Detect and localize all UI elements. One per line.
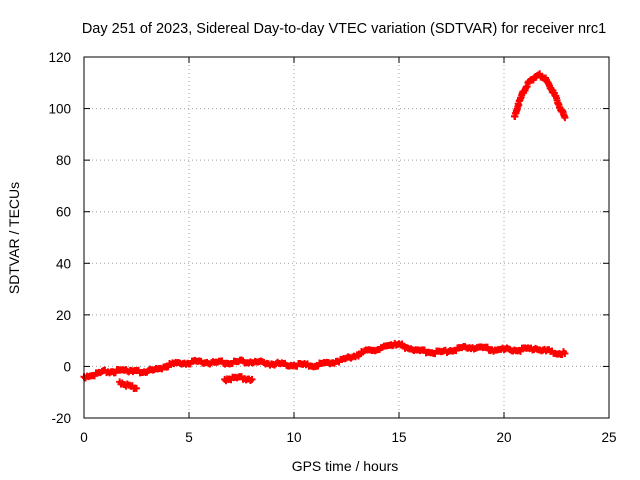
x-tick-label: 0	[80, 430, 88, 445]
grid-lines	[84, 57, 609, 418]
y-tick-label: 80	[56, 153, 71, 168]
x-tick-label: 20	[496, 430, 511, 445]
x-tick-label: 5	[185, 430, 193, 445]
data-point	[561, 350, 569, 358]
chart-title: Day 251 of 2023, Sidereal Day-to-day VTE…	[82, 21, 606, 37]
data-points	[80, 70, 569, 393]
axis-ticks: 0 5 10 15 20 25 -20 0 20 40 60 80 100 120	[48, 50, 616, 445]
y-tick-label: 20	[56, 308, 71, 323]
data-point	[133, 384, 140, 392]
y-axis-label: SDTVAR / TECUs	[6, 182, 22, 294]
data-series	[80, 339, 569, 382]
data-series	[511, 70, 569, 122]
y-tick-label: 120	[48, 50, 71, 65]
data-point	[561, 114, 569, 122]
y-tick-label: 40	[56, 256, 71, 271]
data-point	[248, 375, 256, 383]
data-series	[116, 378, 140, 393]
y-tick-label: 60	[56, 205, 71, 220]
y-tick-label: -20	[51, 411, 71, 426]
data-series	[221, 373, 256, 385]
x-tick-label: 25	[601, 430, 616, 445]
plot-frame	[83, 56, 610, 419]
x-tick-label: 15	[391, 430, 406, 445]
x-axis-label: GPS time / hours	[292, 458, 399, 474]
y-tick-label: 0	[63, 359, 71, 374]
y-tick-label: 100	[48, 102, 71, 117]
x-tick-label: 10	[286, 430, 301, 445]
